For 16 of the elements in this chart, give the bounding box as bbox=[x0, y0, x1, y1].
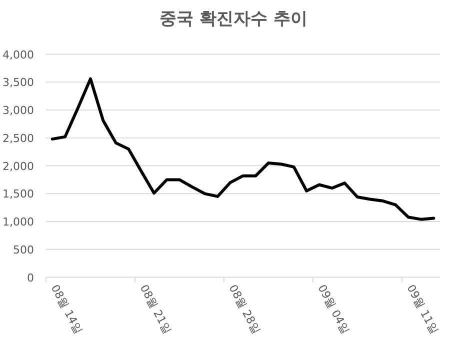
line-series bbox=[50, 77, 436, 221]
y-tick-label: 3,000 bbox=[2, 104, 34, 118]
y-tick-label: 1,500 bbox=[2, 188, 34, 201]
y-tick-label: 500 bbox=[13, 243, 34, 256]
y-tick-label: 2,000 bbox=[2, 160, 34, 173]
x-tick-label: 09월 11일 bbox=[404, 282, 441, 336]
x-tick-label: 08월 14일 bbox=[48, 282, 85, 336]
x-tick-label: 09월 04일 bbox=[315, 282, 352, 336]
y-tick-label: 1,000 bbox=[2, 216, 34, 229]
y-tick-label: 2,500 bbox=[2, 132, 34, 145]
x-tick-label: 08월 21일 bbox=[137, 282, 174, 336]
y-tick-label: 0 bbox=[27, 271, 34, 284]
y-tick-label: 3,500 bbox=[2, 76, 34, 90]
x-tick-label: 08월 28일 bbox=[226, 282, 263, 336]
y-tick-label: 4,000 bbox=[2, 48, 34, 62]
chart-title: 중국 확진자수 추이 bbox=[160, 9, 308, 29]
